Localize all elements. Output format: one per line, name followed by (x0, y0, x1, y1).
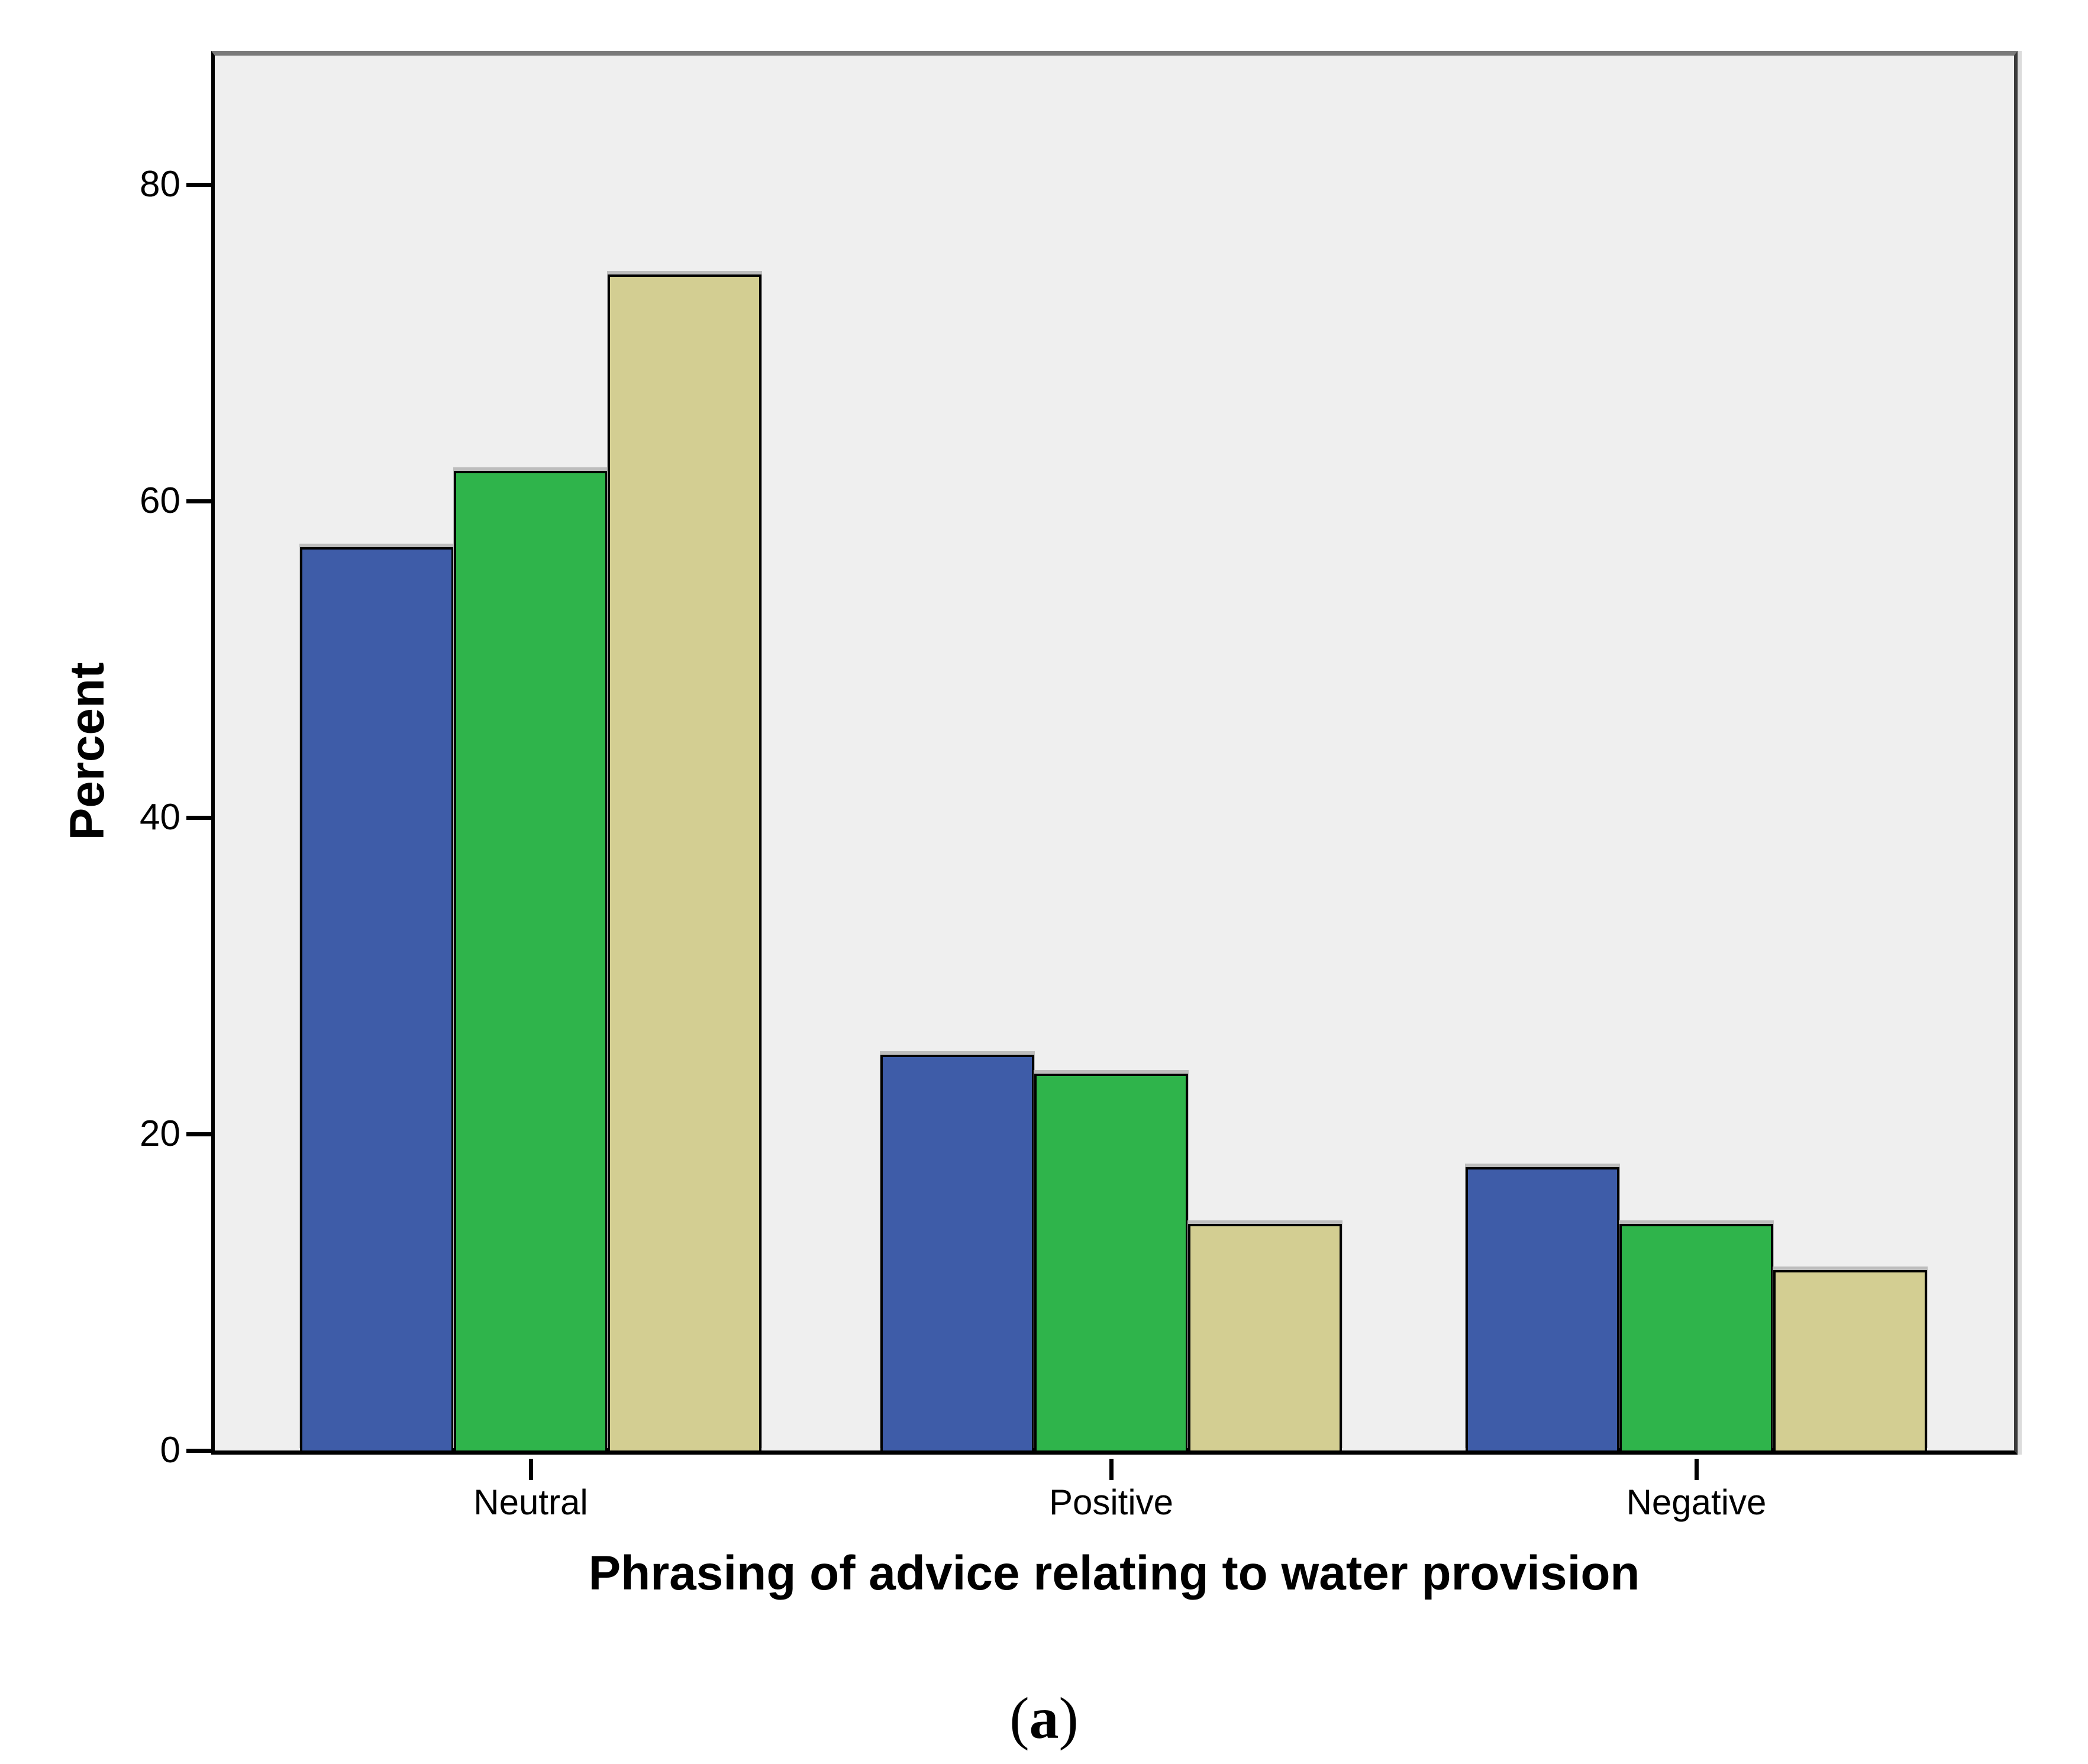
bar-positive-tan (1188, 1224, 1342, 1450)
bar-positive-blue (880, 1055, 1034, 1450)
bar-negative-tan (1773, 1270, 1927, 1450)
x-axis-category-label-neutral: Neutral (473, 1482, 588, 1522)
x-axis-tick-neutral (529, 1459, 533, 1480)
y-axis-tick-20 (186, 1132, 211, 1136)
caption-close-paren: ) (1058, 1685, 1079, 1751)
bar-neutral-tan (608, 274, 761, 1450)
y-axis-tick-label-40: 40 (140, 797, 180, 838)
y-axis-tick-60 (186, 499, 211, 503)
bar-neutral-blue (300, 547, 454, 1450)
x-axis-category-label-positive: Positive (1048, 1482, 1174, 1522)
y-axis-title: Percent (60, 662, 114, 841)
bar-positive-green (1034, 1074, 1188, 1450)
bar-negative-blue (1466, 1167, 1619, 1450)
subfigure-caption: (a) (0, 1689, 2088, 1748)
y-axis-tick-80 (186, 183, 211, 187)
bar-negative-green (1619, 1224, 1773, 1450)
y-axis-tick-label-60: 60 (140, 480, 180, 521)
y-axis-tick-0 (186, 1449, 211, 1453)
bar-neutral-green (454, 471, 608, 1450)
y-axis-tick-label-80: 80 (140, 164, 180, 205)
plot-area (211, 51, 2018, 1455)
caption-letter: a (1029, 1685, 1059, 1751)
x-axis-category-label-negative: Negative (1626, 1482, 1767, 1522)
caption-open-paren: ( (1009, 1685, 1030, 1751)
x-axis-tick-positive (1109, 1459, 1114, 1480)
x-axis-tick-negative (1695, 1459, 1699, 1480)
y-axis-tick-label-0: 0 (160, 1430, 180, 1471)
y-axis-tick-label-20: 20 (140, 1113, 180, 1154)
x-axis-title: Phrasing of advice relating to water pro… (588, 1546, 1640, 1600)
y-axis-tick-40 (186, 816, 211, 820)
